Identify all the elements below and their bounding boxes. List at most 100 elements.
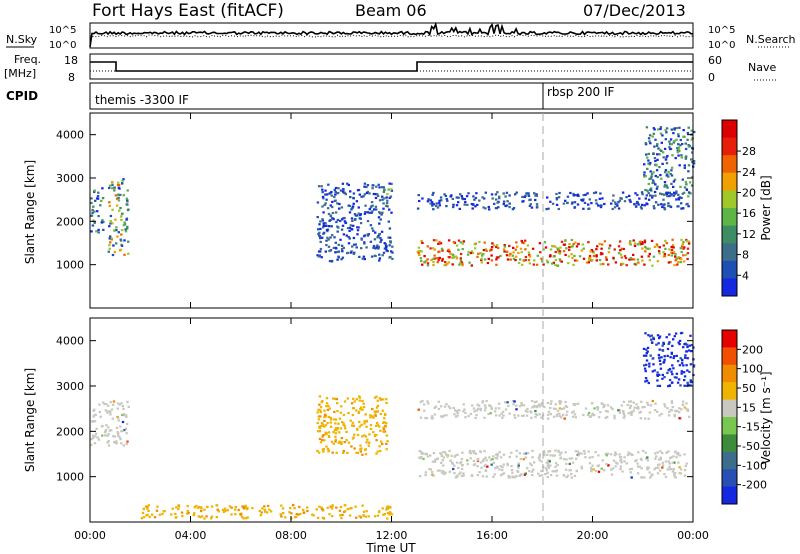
echo-cell [479, 407, 482, 410]
echo-cell [535, 203, 539, 206]
power-panel-frame [89, 112, 694, 309]
echo-cell [559, 456, 563, 459]
echo-cell [353, 213, 357, 216]
echo-cell [318, 395, 322, 398]
echo-cell [480, 261, 483, 264]
echo-cell [341, 420, 344, 424]
echo-cell [501, 410, 505, 413]
echo-cell [515, 474, 518, 477]
echo-cell [668, 341, 671, 344]
echo-cell [542, 450, 546, 453]
echo-cell [496, 201, 499, 204]
echo-cell [365, 191, 369, 195]
echo-cell [346, 451, 349, 455]
echo-cell [572, 403, 575, 406]
echo-cell [350, 217, 354, 220]
echo-cell [504, 408, 508, 411]
echo-cell [660, 149, 663, 152]
echo-cell [661, 151, 665, 154]
echo-cell [678, 339, 682, 342]
echo-cell [321, 516, 325, 519]
echo-cell [436, 469, 440, 472]
echo-cell [661, 466, 664, 469]
echo-cell [343, 400, 347, 403]
echo-cell [284, 516, 287, 519]
echo-cell [344, 193, 347, 196]
echo-cell [319, 406, 323, 409]
echo-cell [381, 186, 384, 189]
echo-cell [618, 240, 622, 243]
echo-cell [644, 370, 647, 373]
echo-cell [90, 214, 93, 217]
echo-cell [368, 441, 371, 444]
echo-cell [426, 200, 430, 203]
echo-cell [356, 451, 359, 454]
echo-cell [525, 414, 529, 417]
echo-cell [547, 462, 550, 465]
echo-cell [108, 244, 111, 247]
echo-cell [669, 468, 672, 471]
echo-cell [379, 429, 382, 432]
echo-cell [565, 468, 568, 471]
echo-cell [534, 198, 537, 202]
echo-cell [107, 250, 110, 253]
echo-cell [576, 194, 579, 197]
echo-cell [460, 195, 463, 198]
echo-cell [549, 454, 552, 457]
echo-cell [328, 260, 332, 263]
echo-cell [533, 401, 537, 404]
colorbar-swatch [722, 190, 737, 209]
echo-cell [685, 407, 688, 410]
echo-cell [650, 172, 654, 176]
echo-cell [437, 407, 441, 411]
echo-cell [495, 258, 498, 261]
echo-cell [654, 452, 657, 455]
echo-cell [643, 405, 646, 409]
echo-cell [685, 188, 689, 191]
echo-cell [481, 196, 484, 199]
echo-cell [389, 195, 393, 198]
echo-cell [529, 462, 532, 465]
echo-cell [664, 247, 667, 250]
echo-cell [362, 235, 366, 238]
echo-cell [321, 218, 324, 221]
echo-cell [622, 412, 625, 415]
echo-cell [174, 512, 177, 515]
echo-cell [442, 414, 446, 417]
echo-cell [109, 241, 112, 244]
echo-cell [109, 222, 112, 225]
echo-cell [475, 409, 479, 412]
echo-cell [351, 413, 355, 417]
echo-cell [377, 245, 380, 248]
echo-cell [536, 405, 539, 408]
echo-cell [630, 453, 633, 456]
echo-cell [363, 193, 367, 196]
echo-cell [605, 258, 608, 261]
echo-cell [522, 404, 525, 407]
echo-cell [640, 255, 644, 258]
echo-cell [452, 254, 455, 257]
echo-cell [479, 252, 482, 255]
echo-cell [646, 350, 649, 353]
echo-cell [573, 474, 577, 477]
echo-cell [356, 428, 359, 431]
echo-cell [329, 416, 332, 419]
echo-cell [499, 465, 502, 468]
echo-cell [684, 157, 688, 160]
echo-cell [641, 193, 644, 196]
x-tick-label: 04:00 [175, 529, 207, 542]
echo-cell [618, 411, 622, 414]
echo-cell [628, 242, 631, 245]
echo-cell [655, 243, 659, 246]
echo-cell [501, 416, 504, 419]
y-tick-label: 3000 [56, 172, 84, 185]
echo-cell [552, 245, 555, 248]
echo-cell [319, 237, 322, 240]
echo-cell [228, 505, 232, 508]
echo-cell [591, 259, 594, 262]
echo-cell [657, 147, 660, 150]
echo-cell [321, 188, 324, 191]
echo-cell [680, 245, 684, 248]
echo-cell [582, 257, 586, 260]
echo-cell [100, 221, 103, 224]
